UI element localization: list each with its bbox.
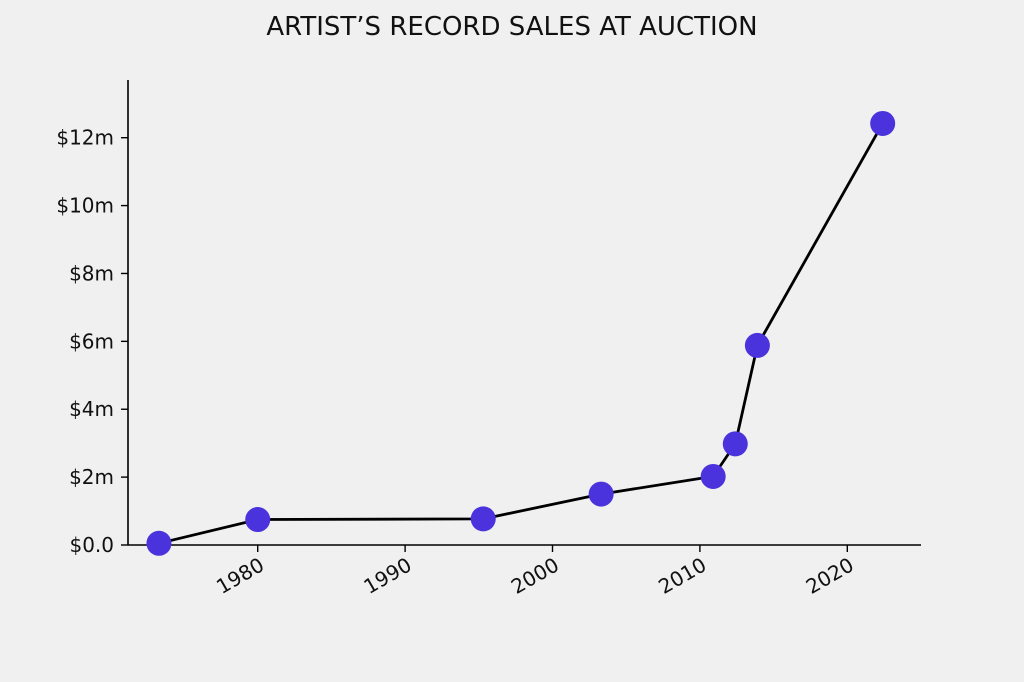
data-point [700, 463, 726, 489]
data-point [245, 507, 271, 533]
data-point [470, 506, 496, 532]
data-point [744, 332, 770, 358]
y-tick-label: $10m [56, 194, 114, 218]
y-tick-label: $6m [69, 329, 114, 353]
y-tick-label: $0.0 [69, 533, 114, 557]
y-tick-label: $12m [56, 126, 114, 150]
data-point [588, 481, 614, 507]
x-tick-label: 1990 [360, 553, 416, 599]
plot-area: $0.0 $2m $4m $6m $8m $10m $12m 1980 1990 2000 2010… [56, 80, 921, 599]
x-tick-label: 2000 [507, 553, 563, 599]
y-tick-label: $4m [69, 397, 114, 421]
x-tick-label: 2020 [802, 553, 858, 599]
data-point [146, 530, 172, 556]
series-line [158, 122, 884, 545]
y-tick-label: $2m [69, 465, 114, 489]
data-point [722, 431, 748, 457]
data-point [870, 110, 896, 136]
x-tick-label: 1980 [212, 553, 268, 599]
chart-title: ARTIST’S RECORD SALES AT AUCTION [266, 12, 757, 42]
x-tick-label: 2010 [654, 553, 710, 599]
y-tick-label: $8m [69, 261, 114, 285]
